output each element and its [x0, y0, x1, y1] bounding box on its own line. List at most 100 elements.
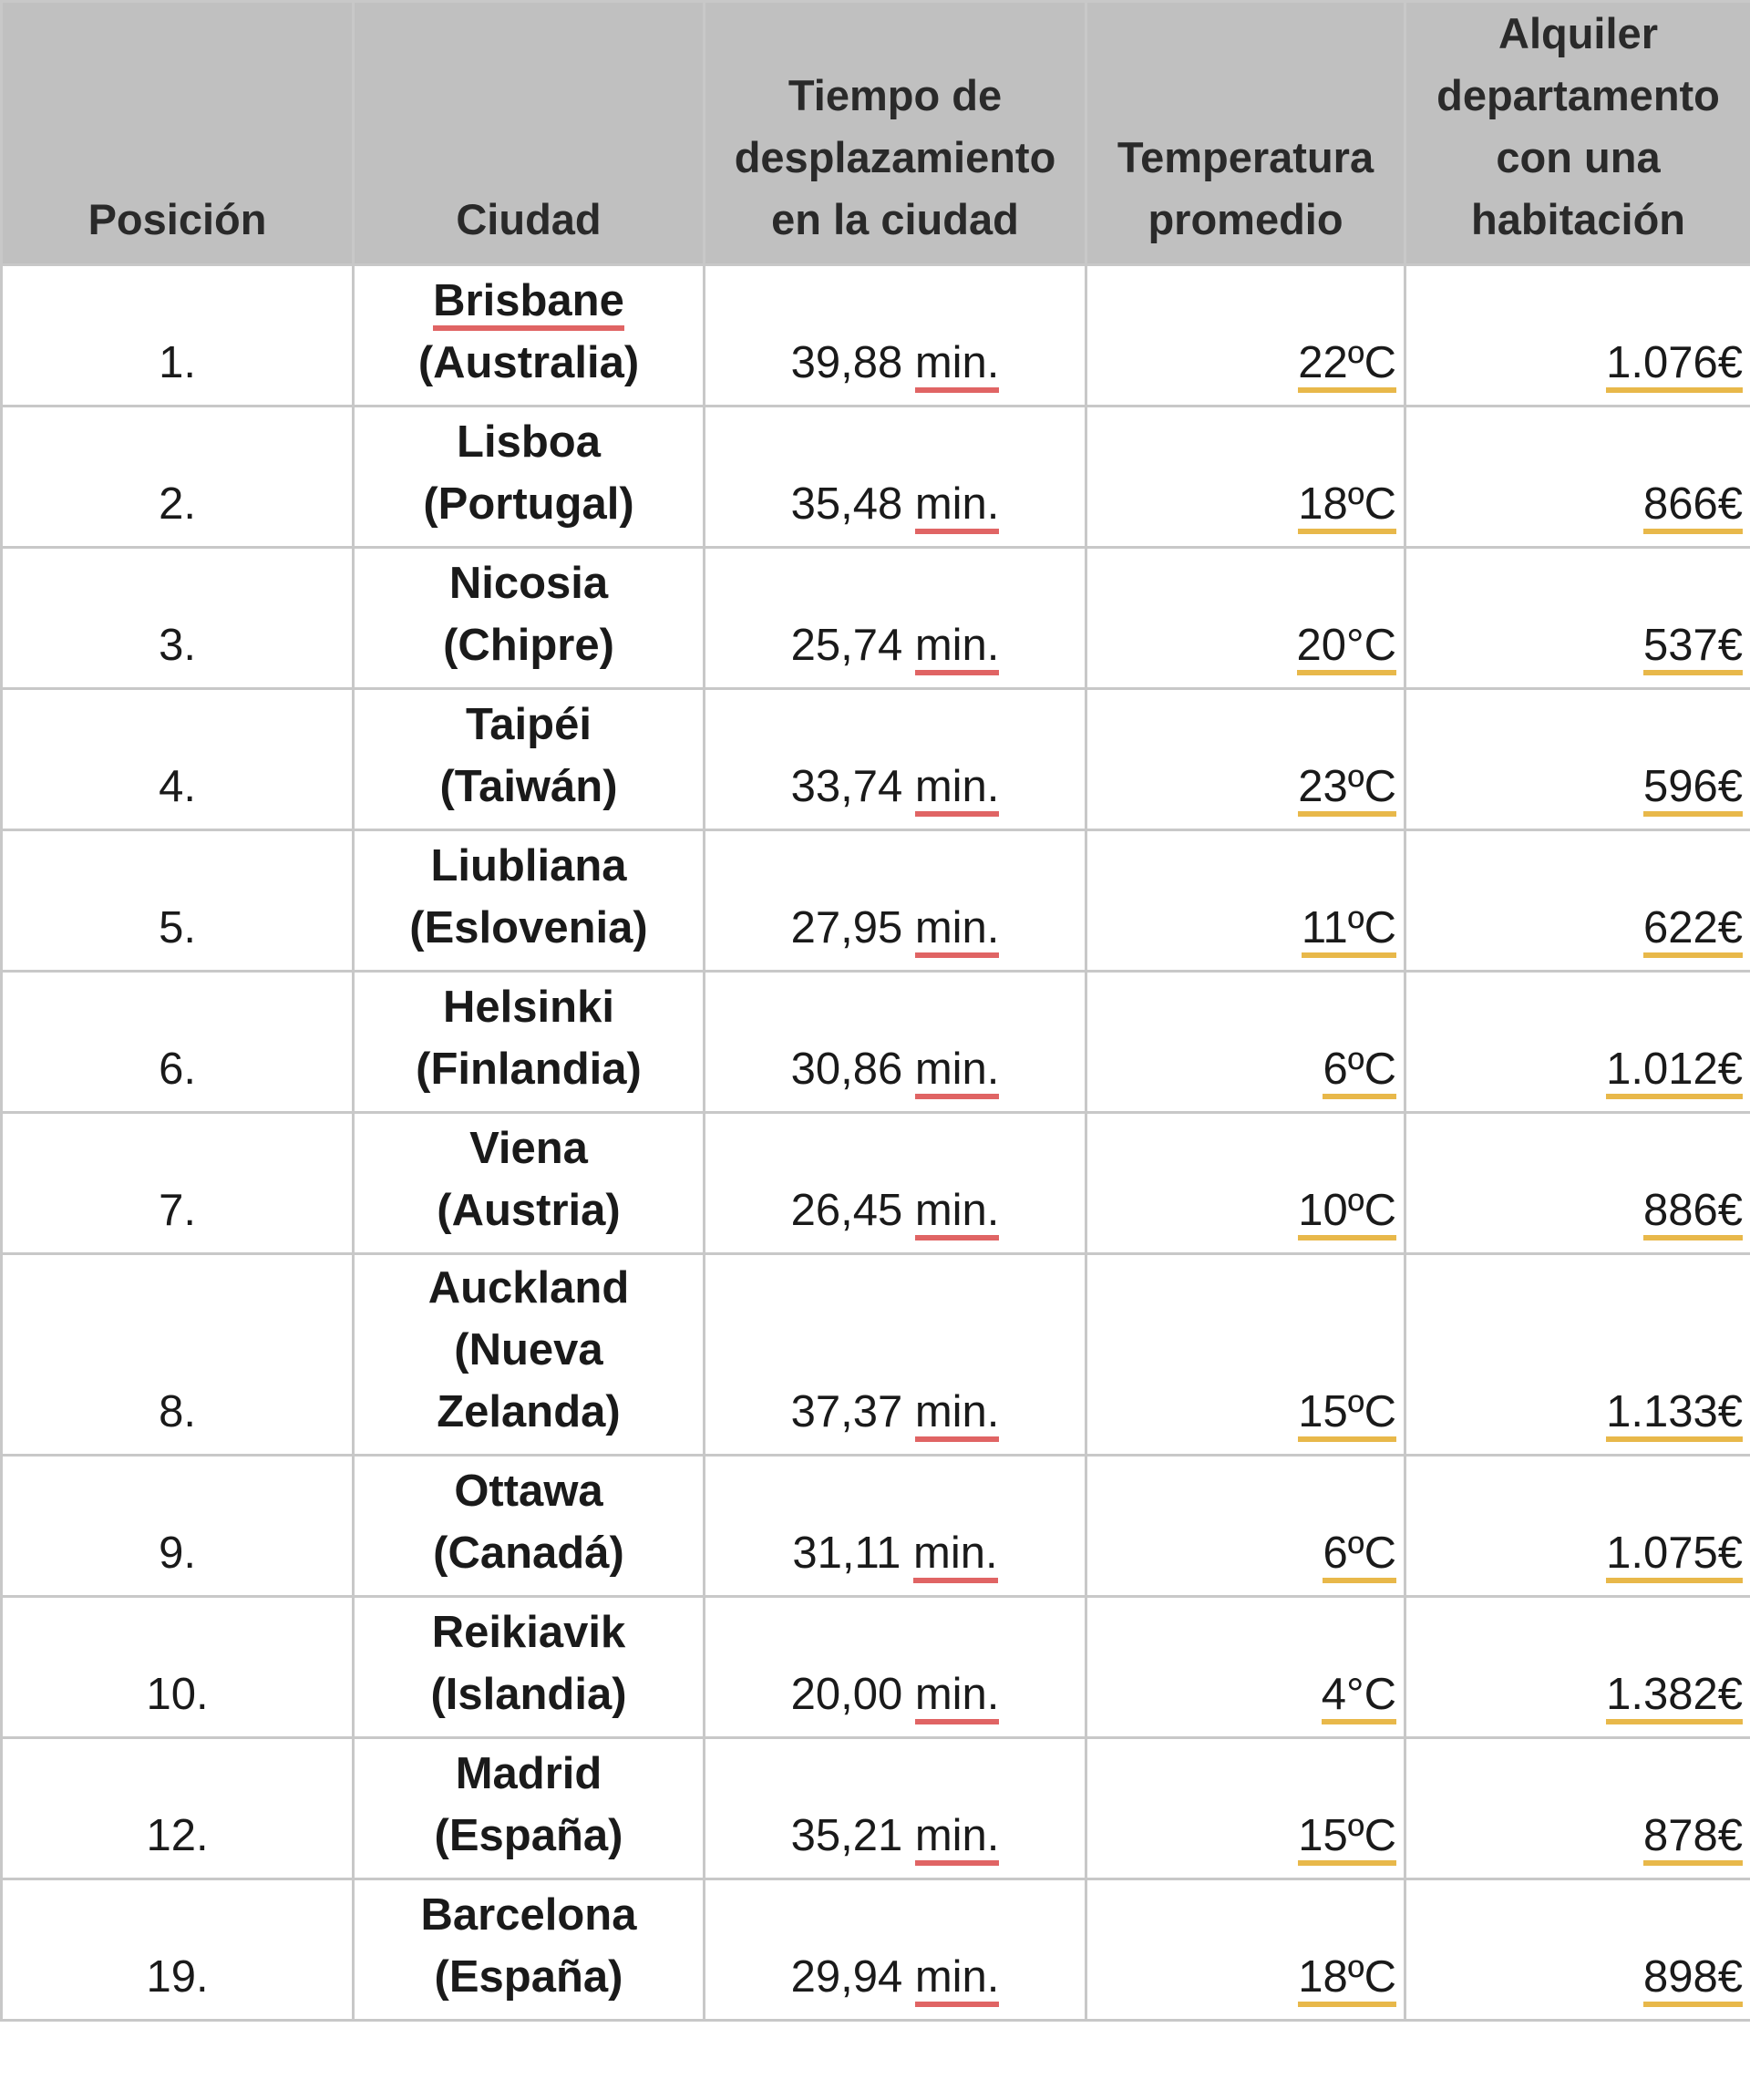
temperature-link[interactable]: 22ºC	[1298, 338, 1396, 393]
position-cell: 7.	[0, 1111, 355, 1255]
minutes-link[interactable]: min.	[914, 479, 1000, 534]
country-name: (Nueva Zelanda)	[437, 1325, 621, 1436]
temperature-link[interactable]: 18ºC	[1298, 479, 1396, 534]
temperature-link[interactable]: 18ºC	[1298, 1952, 1396, 2007]
country-name: (Portugal)	[423, 479, 634, 529]
header-temperature: Temperatura promedio	[1085, 0, 1406, 266]
city-cell: Liubliana (Eslovenia)	[352, 829, 705, 973]
city-ranking-table: Posición Ciudad Tiempo de desplazamiento…	[0, 0, 1750, 2022]
position-cell: 6.	[0, 970, 355, 1114]
table-row: 9. Ottawa (Canadá) 31,11 min. 6ºC 1.075€	[0, 1454, 1750, 1598]
temperature-link[interactable]: 6ºC	[1323, 1045, 1396, 1099]
temperature-link[interactable]: 23ºC	[1298, 762, 1396, 817]
table-row: 7. Viena (Austria) 26,45 min. 10ºC 886€	[0, 1111, 1750, 1255]
country-name: (España)	[434, 1952, 623, 2002]
commute-time-cell: 27,95 min.	[703, 829, 1087, 973]
position-cell: 12.	[0, 1736, 355, 1880]
minutes-link[interactable]: min.	[914, 1811, 1000, 1866]
temperature-cell: 18ºC	[1085, 405, 1406, 549]
rent-link[interactable]: 537€	[1642, 621, 1743, 675]
rent-cell: 898€	[1404, 1878, 1750, 2022]
minutes-link[interactable]: min.	[914, 338, 1000, 393]
rent-link[interactable]: 1.382€	[1606, 1670, 1743, 1724]
commute-value: 31,11	[792, 1529, 901, 1578]
rent-cell: 537€	[1404, 546, 1750, 690]
minutes-link[interactable]: min.	[914, 1670, 1000, 1724]
temperature-link[interactable]: 15ºC	[1298, 1811, 1396, 1866]
temperature-link[interactable]: 6ºC	[1323, 1529, 1396, 1583]
temperature-cell: 15ºC	[1085, 1736, 1406, 1880]
country-name: (Australia)	[417, 338, 640, 387]
minutes-link[interactable]: min.	[914, 1387, 1000, 1442]
table-row: 2. Lisboa (Portugal) 35,48 min. 18ºC 866€	[0, 405, 1750, 549]
city-name: Nicosia	[448, 559, 609, 608]
city-cell: Helsinki (Finlandia)	[352, 970, 705, 1114]
rent-link[interactable]: 596€	[1642, 762, 1743, 817]
table-row: 6. Helsinki (Finlandia) 30,86 min. 6ºC 1.012€	[0, 970, 1750, 1114]
rent-link[interactable]: 1.076€	[1606, 338, 1743, 393]
city-cell: Madrid (España)	[352, 1736, 705, 1880]
temperature-link[interactable]: 11ºC	[1301, 903, 1396, 958]
rent-cell: 622€	[1404, 829, 1750, 973]
position-cell: 4.	[0, 687, 355, 831]
rent-link[interactable]: 622€	[1642, 903, 1743, 958]
temperature-link[interactable]: 4°C	[1321, 1670, 1396, 1724]
city-name: Lisboa	[457, 417, 601, 467]
position-cell: 1.	[0, 263, 355, 407]
rent-link[interactable]: 866€	[1642, 479, 1743, 534]
temperature-cell: 6ºC	[1085, 1454, 1406, 1598]
position-cell: 19.	[0, 1878, 355, 2022]
temperature-link[interactable]: 20°C	[1296, 621, 1396, 675]
rent-cell: 886€	[1404, 1111, 1750, 1255]
minutes-link[interactable]: min.	[914, 1045, 1000, 1099]
commute-time-cell: 20,00 min.	[703, 1595, 1087, 1739]
header-city: Ciudad	[352, 0, 705, 266]
rent-link[interactable]: 878€	[1642, 1811, 1743, 1866]
city-cell: Ottawa (Canadá)	[352, 1454, 705, 1598]
position-cell: 8.	[0, 1252, 355, 1457]
rent-cell: 1.075€	[1404, 1454, 1750, 1598]
commute-value: 39,88	[790, 338, 903, 387]
city-name[interactable]: Brisbane	[433, 276, 624, 331]
city-name: Auckland	[427, 1263, 630, 1312]
rent-link[interactable]: 1.012€	[1606, 1045, 1743, 1099]
minutes-link[interactable]: min.	[913, 1529, 998, 1583]
table-row: 4. Taipéi (Taiwán) 33,74 min. 23ºC 596€	[0, 687, 1750, 831]
temperature-cell: 10ºC	[1085, 1111, 1406, 1255]
city-name: Liubliana	[430, 841, 627, 890]
position-cell: 3.	[0, 546, 355, 690]
city-cell: Reikiavik (Islandia)	[352, 1595, 705, 1739]
commute-time-cell: 33,74 min.	[703, 687, 1087, 831]
city-name: Helsinki	[443, 983, 614, 1032]
city-cell: Nicosia (Chipre)	[352, 546, 705, 690]
country-name: (Finlandia)	[416, 1045, 642, 1094]
temperature-cell: 15ºC	[1085, 1252, 1406, 1457]
temperature-link[interactable]: 10ºC	[1298, 1186, 1396, 1240]
header-position: Posición	[0, 0, 355, 266]
minutes-link[interactable]: min.	[914, 903, 1000, 958]
rent-cell: 1.012€	[1404, 970, 1750, 1114]
rent-link[interactable]: 886€	[1642, 1186, 1743, 1240]
city-name: Barcelona	[420, 1890, 637, 1940]
temperature-cell: 20°C	[1085, 546, 1406, 690]
city-name: Reikiavik	[431, 1608, 626, 1657]
rent-cell: 596€	[1404, 687, 1750, 831]
temperature-link[interactable]: 15ºC	[1298, 1387, 1396, 1442]
minutes-link[interactable]: min.	[914, 621, 1000, 675]
rent-link[interactable]: 1.133€	[1606, 1387, 1743, 1442]
city-name: Ottawa	[454, 1467, 603, 1516]
country-name: (España)	[434, 1811, 623, 1860]
minutes-link[interactable]: min.	[914, 762, 1000, 817]
minutes-link[interactable]: min.	[914, 1186, 1000, 1240]
rent-cell: 1.133€	[1404, 1252, 1750, 1457]
country-name: (Taiwán)	[439, 762, 618, 811]
table-row: 8. Auckland (Nueva Zelanda) 37,37 min. 15ºC 1…	[0, 1252, 1750, 1457]
country-name: (Chipre)	[443, 621, 614, 670]
rent-link[interactable]: 1.075€	[1606, 1529, 1743, 1583]
temperature-cell: 18ºC	[1085, 1878, 1406, 2022]
commute-value: 35,21	[790, 1811, 903, 1860]
header-rent: Alquiler departamento con una habitación	[1404, 0, 1750, 266]
minutes-link[interactable]: min.	[914, 1952, 1000, 2007]
rent-link[interactable]: 898€	[1642, 1952, 1743, 2007]
temperature-cell: 23ºC	[1085, 687, 1406, 831]
